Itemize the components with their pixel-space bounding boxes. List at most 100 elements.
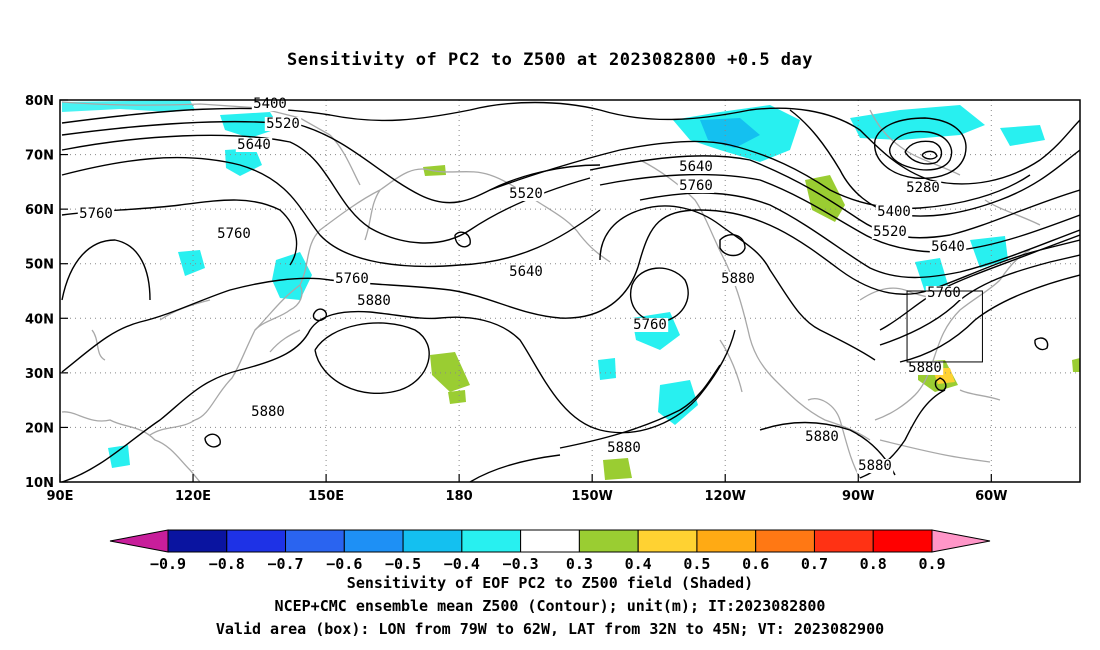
contour-line (874, 117, 967, 179)
coastline (364, 189, 381, 241)
colorbar-tick-label: 0.3 (566, 555, 593, 573)
contour-label: 5640 (679, 159, 713, 175)
contour-label: 5760 (633, 317, 667, 333)
negative-shading (108, 445, 130, 468)
contour-label: 5880 (721, 271, 755, 287)
colorbar-tick-label: −0.4 (444, 555, 480, 573)
contour-label: 5880 (858, 458, 892, 474)
contour-label: 5400 (877, 204, 911, 220)
colorbar-tick-label: 0.4 (625, 555, 652, 573)
positive-shading (430, 352, 470, 392)
colorbar-tick-label: −0.6 (326, 555, 362, 573)
contour-label: 5880 (607, 440, 641, 456)
lat-tick-label: 20N (25, 421, 54, 436)
lat-tick-label: 70N (25, 149, 54, 164)
lon-tick-label: 90E (47, 489, 74, 504)
contour-label: 5880 (908, 360, 942, 376)
longitude-labels: 90E 120E 150E 180 150W 120W 90W 60W (47, 474, 1008, 504)
lon-tick-label: 120W (704, 489, 745, 504)
contour-line (61, 209, 1080, 373)
caption-line-3: Valid area (box): LON from 79W to 62W, L… (215, 620, 885, 638)
contour-label: 5280 (906, 180, 940, 196)
coastline (874, 279, 1001, 421)
contour-line (469, 454, 561, 482)
negative-shading (700, 118, 760, 148)
colorbar-swatch (343, 529, 404, 553)
coastline (639, 159, 871, 441)
colorbar-high-end (931, 529, 991, 553)
contour-label: 5880 (805, 429, 839, 445)
positive-shading (603, 458, 632, 480)
caption-line-1: Sensitivity of EOF PC2 to Z500 field (Sh… (346, 574, 754, 592)
contour-line (599, 173, 1080, 253)
contour-line (589, 155, 1080, 239)
contour-label-bg (677, 160, 715, 174)
coastline (61, 411, 201, 482)
shading-layer (62, 100, 1080, 480)
contour-label-bg (264, 117, 302, 131)
negative-shading (62, 100, 195, 112)
lon-tick-label: 150W (571, 489, 612, 504)
contour-label-bg (77, 207, 115, 221)
contour-line (61, 310, 736, 482)
contour-line (314, 322, 430, 395)
positive-shading (448, 390, 466, 404)
colorbar-tick-label: 0.5 (683, 555, 710, 573)
contour-label-bg (355, 294, 393, 308)
contour-label-bg (507, 187, 545, 201)
contour-label-bg (235, 138, 273, 152)
colorbar-low-end (109, 529, 169, 553)
contour-label: 5760 (679, 178, 713, 194)
colorbar-swatch (696, 529, 757, 553)
contour-label-bg (925, 286, 963, 300)
colorbar-swatch (813, 529, 874, 553)
lat-tick-label: 40N (25, 312, 54, 327)
coastline (984, 199, 1041, 226)
contour-label: 5520 (873, 224, 907, 240)
contour-label-bg (929, 240, 967, 254)
contour-label-bg (904, 181, 942, 195)
lat-tick-label: 60N (25, 203, 54, 218)
contour-line (559, 364, 721, 449)
contour-line (61, 199, 298, 266)
lon-tick-label: 150E (308, 489, 344, 504)
contour-label-bg (719, 272, 757, 286)
negative-shading (598, 358, 616, 380)
contour-label: 5640 (509, 264, 543, 280)
contour-line (204, 433, 221, 448)
contour-label: 5760 (217, 226, 251, 242)
latitude-labels: 80N 70N 60N 50N 40N 30N 20N 10N (25, 94, 68, 491)
colorbar-tick-label: −0.5 (385, 555, 421, 573)
negative-shading (1000, 125, 1045, 146)
contour-label-bg (875, 205, 913, 219)
contour-label-bg (856, 459, 894, 473)
colorbar-tick-label: −0.7 (267, 555, 303, 573)
coastline (159, 299, 211, 321)
coastline (61, 101, 331, 136)
contour-label: 5520 (509, 186, 543, 202)
colorbar-tick-label: 0.6 (742, 555, 769, 573)
coastline (959, 389, 1001, 401)
lon-tick-label: 60W (975, 489, 1007, 504)
positive-shading (805, 175, 845, 222)
valid-area-box (906, 290, 983, 363)
colorbar-swatch (520, 529, 580, 553)
colorbar-swatch (402, 529, 463, 553)
coastline (269, 329, 301, 353)
coastline (149, 284, 301, 436)
colorbar-swatch (578, 529, 639, 553)
contour-line (489, 140, 1031, 210)
contour-label-bg (631, 318, 669, 332)
negative-shading (658, 380, 698, 425)
contour-line (61, 239, 151, 301)
colorbar-tick-label: 0.9 (918, 555, 945, 573)
contour-line (934, 377, 947, 392)
colorbar-tick-label: −0.8 (209, 555, 245, 573)
colorbar-swatch (285, 529, 345, 553)
colorbar-swatch (226, 529, 287, 553)
contour-label-bg (677, 179, 715, 193)
colorbar-swatch (167, 529, 228, 553)
map-frame (59, 99, 1081, 483)
contour-line (469, 101, 1080, 185)
